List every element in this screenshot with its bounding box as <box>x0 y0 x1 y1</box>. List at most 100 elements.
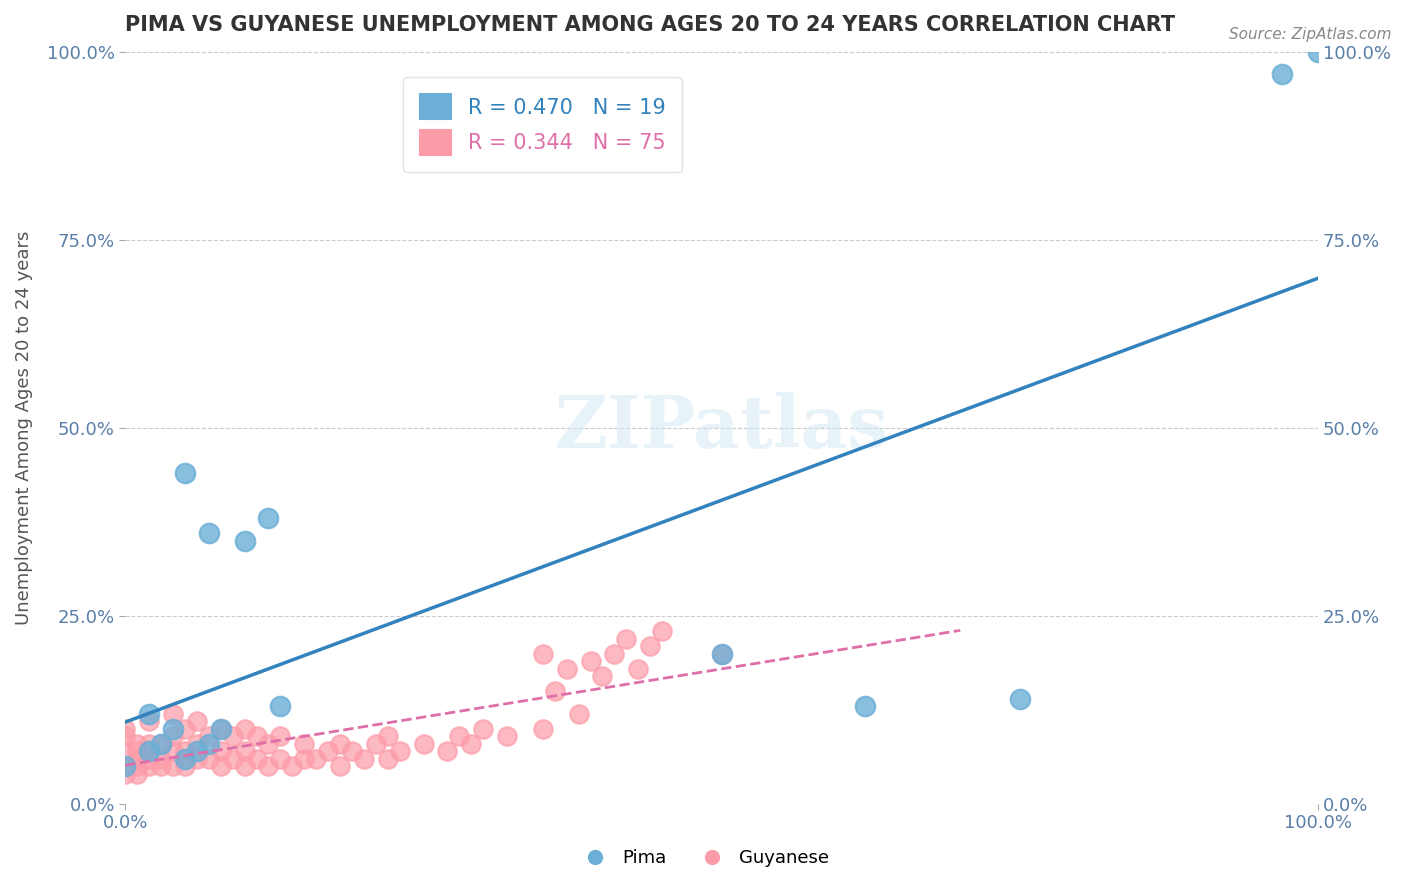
Point <box>1271 67 1294 81</box>
Point <box>531 722 554 736</box>
Point <box>198 526 221 541</box>
Point <box>853 699 876 714</box>
Point <box>209 744 232 758</box>
Point <box>162 744 184 758</box>
Point <box>638 639 661 653</box>
Point <box>364 737 387 751</box>
Legend: Pima, Guyanese: Pima, Guyanese <box>569 842 837 874</box>
Point <box>281 759 304 773</box>
Point <box>186 744 208 758</box>
Point <box>174 466 197 480</box>
Point <box>233 722 256 736</box>
Point <box>186 737 208 751</box>
Point <box>174 744 197 758</box>
Point <box>436 744 458 758</box>
Point <box>221 752 243 766</box>
Point <box>460 737 482 751</box>
Point <box>544 684 567 698</box>
Legend: R = 0.470   N = 19, R = 0.344   N = 75: R = 0.470 N = 19, R = 0.344 N = 75 <box>404 78 682 172</box>
Point <box>257 737 280 751</box>
Point <box>138 744 160 758</box>
Point <box>114 722 136 736</box>
Point <box>412 737 434 751</box>
Point <box>329 759 352 773</box>
Point <box>198 752 221 766</box>
Point <box>257 759 280 773</box>
Point <box>233 744 256 758</box>
Point <box>114 729 136 743</box>
Point <box>114 767 136 781</box>
Point <box>568 706 591 721</box>
Point <box>174 722 197 736</box>
Point <box>603 647 626 661</box>
Point <box>1308 45 1330 59</box>
Point <box>150 737 173 751</box>
Point <box>127 759 149 773</box>
Text: PIMA VS GUYANESE UNEMPLOYMENT AMONG AGES 20 TO 24 YEARS CORRELATION CHART: PIMA VS GUYANESE UNEMPLOYMENT AMONG AGES… <box>125 15 1175 35</box>
Point <box>591 669 613 683</box>
Point <box>150 737 173 751</box>
Point <box>114 744 136 758</box>
Point <box>127 744 149 758</box>
Point <box>292 752 315 766</box>
Point <box>209 722 232 736</box>
Point <box>209 722 232 736</box>
Point <box>257 511 280 525</box>
Point <box>305 752 328 766</box>
Point <box>388 744 411 758</box>
Point <box>198 729 221 743</box>
Point <box>150 752 173 766</box>
Point <box>340 744 363 758</box>
Point <box>198 737 221 751</box>
Point <box>377 752 399 766</box>
Point <box>233 759 256 773</box>
Point <box>292 737 315 751</box>
Point <box>329 737 352 751</box>
Point <box>555 662 578 676</box>
Point <box>150 759 173 773</box>
Point <box>449 729 471 743</box>
Text: Source: ZipAtlas.com: Source: ZipAtlas.com <box>1229 27 1392 42</box>
Point <box>353 752 375 766</box>
Point <box>245 729 267 743</box>
Point <box>186 714 208 729</box>
Point <box>138 706 160 721</box>
Point <box>138 714 160 729</box>
Point <box>174 752 197 766</box>
Point <box>162 706 184 721</box>
Point <box>710 647 733 661</box>
Point <box>472 722 495 736</box>
Text: ZIPatlas: ZIPatlas <box>554 392 889 464</box>
Point <box>162 759 184 773</box>
Point <box>127 767 149 781</box>
Point <box>1008 691 1031 706</box>
Point <box>138 759 160 773</box>
Point <box>377 729 399 743</box>
Point <box>114 759 136 773</box>
Point <box>579 654 602 668</box>
Y-axis label: Unemployment Among Ages 20 to 24 years: Unemployment Among Ages 20 to 24 years <box>15 231 32 625</box>
Point <box>245 752 267 766</box>
Point <box>162 722 184 736</box>
Point <box>614 632 637 646</box>
Point <box>138 752 160 766</box>
Point <box>269 699 291 714</box>
Point <box>627 662 650 676</box>
Point <box>114 759 136 773</box>
Point <box>269 729 291 743</box>
Point <box>138 737 160 751</box>
Point <box>233 533 256 548</box>
Point <box>162 729 184 743</box>
Point <box>186 752 208 766</box>
Point <box>174 759 197 773</box>
Point <box>127 752 149 766</box>
Point <box>531 647 554 661</box>
Point <box>127 737 149 751</box>
Point <box>651 624 673 638</box>
Point <box>496 729 519 743</box>
Point <box>710 647 733 661</box>
Point <box>221 729 243 743</box>
Point <box>316 744 339 758</box>
Point <box>209 759 232 773</box>
Point <box>269 752 291 766</box>
